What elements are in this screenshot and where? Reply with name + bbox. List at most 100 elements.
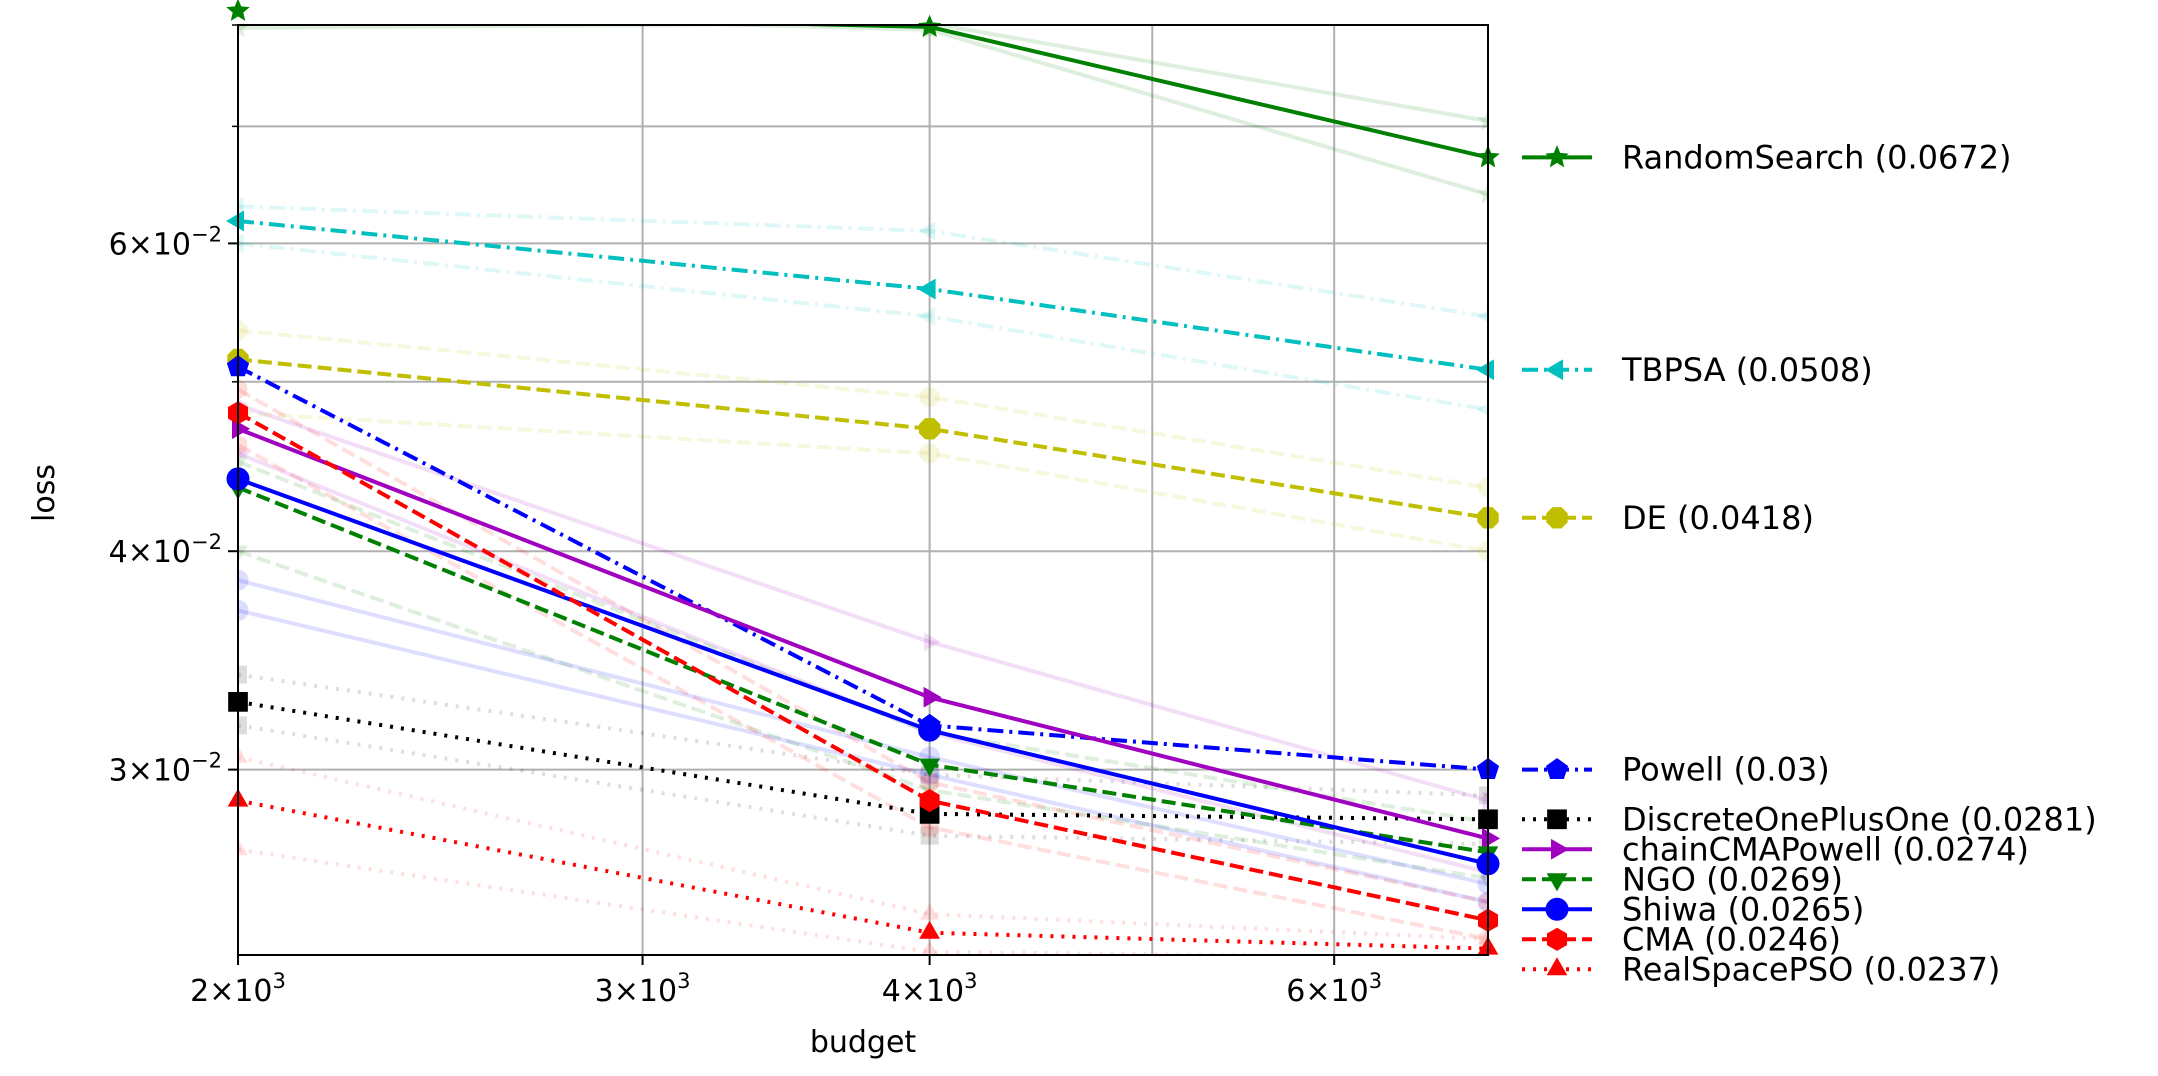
data-point — [226, 0, 250, 21]
faint-run-point — [919, 443, 940, 464]
legend-entry: CMA (0.0246) — [1522, 920, 1841, 958]
legend-entry: Powell (0.03) — [1522, 751, 1830, 789]
legend-entry: TBPSA (0.0508) — [1522, 351, 1873, 389]
faint-run-point — [919, 387, 940, 407]
legend-label: DE (0.0418) — [1622, 499, 1814, 537]
legend-marker — [1545, 897, 1569, 921]
series-line — [238, 699, 1488, 822]
tick-label: 4×10−2 — [109, 530, 222, 570]
faint-run-line — [238, 549, 1488, 881]
faint-run-point — [238, 569, 249, 591]
faint-run-point — [1478, 928, 1488, 945]
faint-run-point — [1477, 109, 1488, 131]
faint-run-line — [238, 241, 1488, 412]
faint-run-line — [238, 672, 1488, 798]
legend-marker — [1547, 809, 1567, 830]
faint-run-line — [238, 723, 1488, 846]
tick-label: 3×103 — [595, 969, 691, 1009]
data-point — [919, 758, 940, 777]
faint-run-point — [920, 903, 940, 920]
faint-run-point — [918, 306, 936, 326]
tick-label: 4×103 — [882, 969, 978, 1009]
data-point — [919, 920, 940, 939]
legend-marker — [1546, 873, 1568, 892]
axis-ticks: 2×103 3×103 4×103 6×103 3×10−2 4×10−2 6×10−2 — [109, 24, 1382, 1009]
series-lines — [238, 25, 1488, 951]
legend-marker — [1545, 145, 1569, 168]
data-point — [918, 718, 942, 742]
data-point — [923, 686, 942, 708]
faint-run-line — [238, 204, 1488, 319]
data-point — [1482, 828, 1500, 849]
legend-marker — [1546, 507, 1568, 529]
series-line — [238, 365, 1488, 772]
faint-run-point — [238, 233, 244, 253]
faint-run-point — [238, 665, 247, 684]
legend-entry: RandomSearch (0.0672) — [1522, 138, 2012, 176]
data-point — [232, 418, 251, 440]
faint-run-line — [238, 410, 1488, 554]
legend-marker — [1546, 957, 1568, 976]
faint-run-line — [238, 403, 1488, 803]
legend-entry: Shiwa (0.0265) — [1522, 890, 1864, 928]
data-point — [226, 210, 244, 232]
legend-marker — [1545, 757, 1569, 779]
legend-entry: NGO (0.0269) — [1522, 860, 1843, 898]
faint-run-point — [238, 545, 248, 563]
faint-run-point — [238, 434, 248, 456]
legend-entry: DE (0.0418) — [1522, 499, 1814, 537]
faint-run-line — [238, 443, 1488, 941]
tick-label: 3×10−2 — [109, 749, 222, 789]
faint-run-point — [1478, 541, 1488, 561]
grid-lines — [237, 24, 1488, 955]
legend: RandomSearch (0.0672) TBPSA (0.0508) DE (0… — [1522, 138, 2097, 988]
tick-label: 6×103 — [1286, 969, 1382, 1009]
faint-run-point — [238, 196, 244, 216]
faint-run-point — [238, 456, 248, 473]
faint-run-point — [238, 838, 248, 856]
legend-label: Shiwa (0.0265) — [1622, 890, 1864, 928]
tick-label: 2×103 — [190, 969, 286, 1009]
faint-run-line — [238, 451, 1488, 875]
faint-run-point — [238, 716, 247, 735]
data-point — [1476, 359, 1494, 381]
data-point — [919, 789, 940, 813]
series-line — [238, 426, 1488, 841]
faint-run-point — [1476, 310, 1488, 323]
legend-label: TBPSA (0.0508) — [1621, 351, 1873, 389]
faint-run-point — [238, 25, 249, 37]
faint-run-point — [1478, 477, 1488, 498]
faint-run-point — [238, 320, 248, 341]
faint-run-point — [920, 826, 939, 845]
tick-label: 6×10−2 — [109, 222, 222, 262]
x-axis-label: budget — [810, 1025, 917, 1060]
legend-label: NGO (0.0269) — [1622, 860, 1843, 898]
faint-run-point — [924, 632, 941, 652]
faint-run-point — [1477, 183, 1488, 204]
faint-run-point — [1478, 872, 1488, 890]
faint-run-line — [238, 25, 1488, 123]
legend-label: DiscreteOnePlusOne (0.0281) — [1622, 800, 2097, 838]
faint-run-point — [1482, 791, 1488, 811]
y-axis-label: loss — [27, 464, 62, 522]
faint-run-point — [238, 447, 249, 460]
faint-run-line — [680, 25, 1488, 197]
legend-label: CMA (0.0246) — [1622, 920, 1841, 958]
legend-label: RealSpacePSO (0.0237) — [1622, 950, 2000, 988]
data-point — [917, 278, 936, 300]
faint-run-point — [238, 599, 249, 621]
series-line — [238, 357, 1488, 520]
legend-entry: DiscreteOnePlusOne (0.0281) — [1522, 800, 2097, 838]
faint-run-line — [238, 847, 1384, 955]
plot-frame — [237, 24, 1489, 956]
legend-label: chainCMAPowell (0.0274) — [1622, 830, 2029, 868]
faint-run-point — [1478, 891, 1488, 913]
legend-marker — [1545, 359, 1563, 381]
faint-run-point — [1479, 786, 1488, 805]
faint-run-point — [1476, 403, 1488, 416]
faint-run-line — [238, 328, 1488, 490]
legend-marker — [1551, 838, 1570, 860]
faint-run-point — [918, 221, 936, 241]
faint-run-point — [238, 746, 248, 763]
